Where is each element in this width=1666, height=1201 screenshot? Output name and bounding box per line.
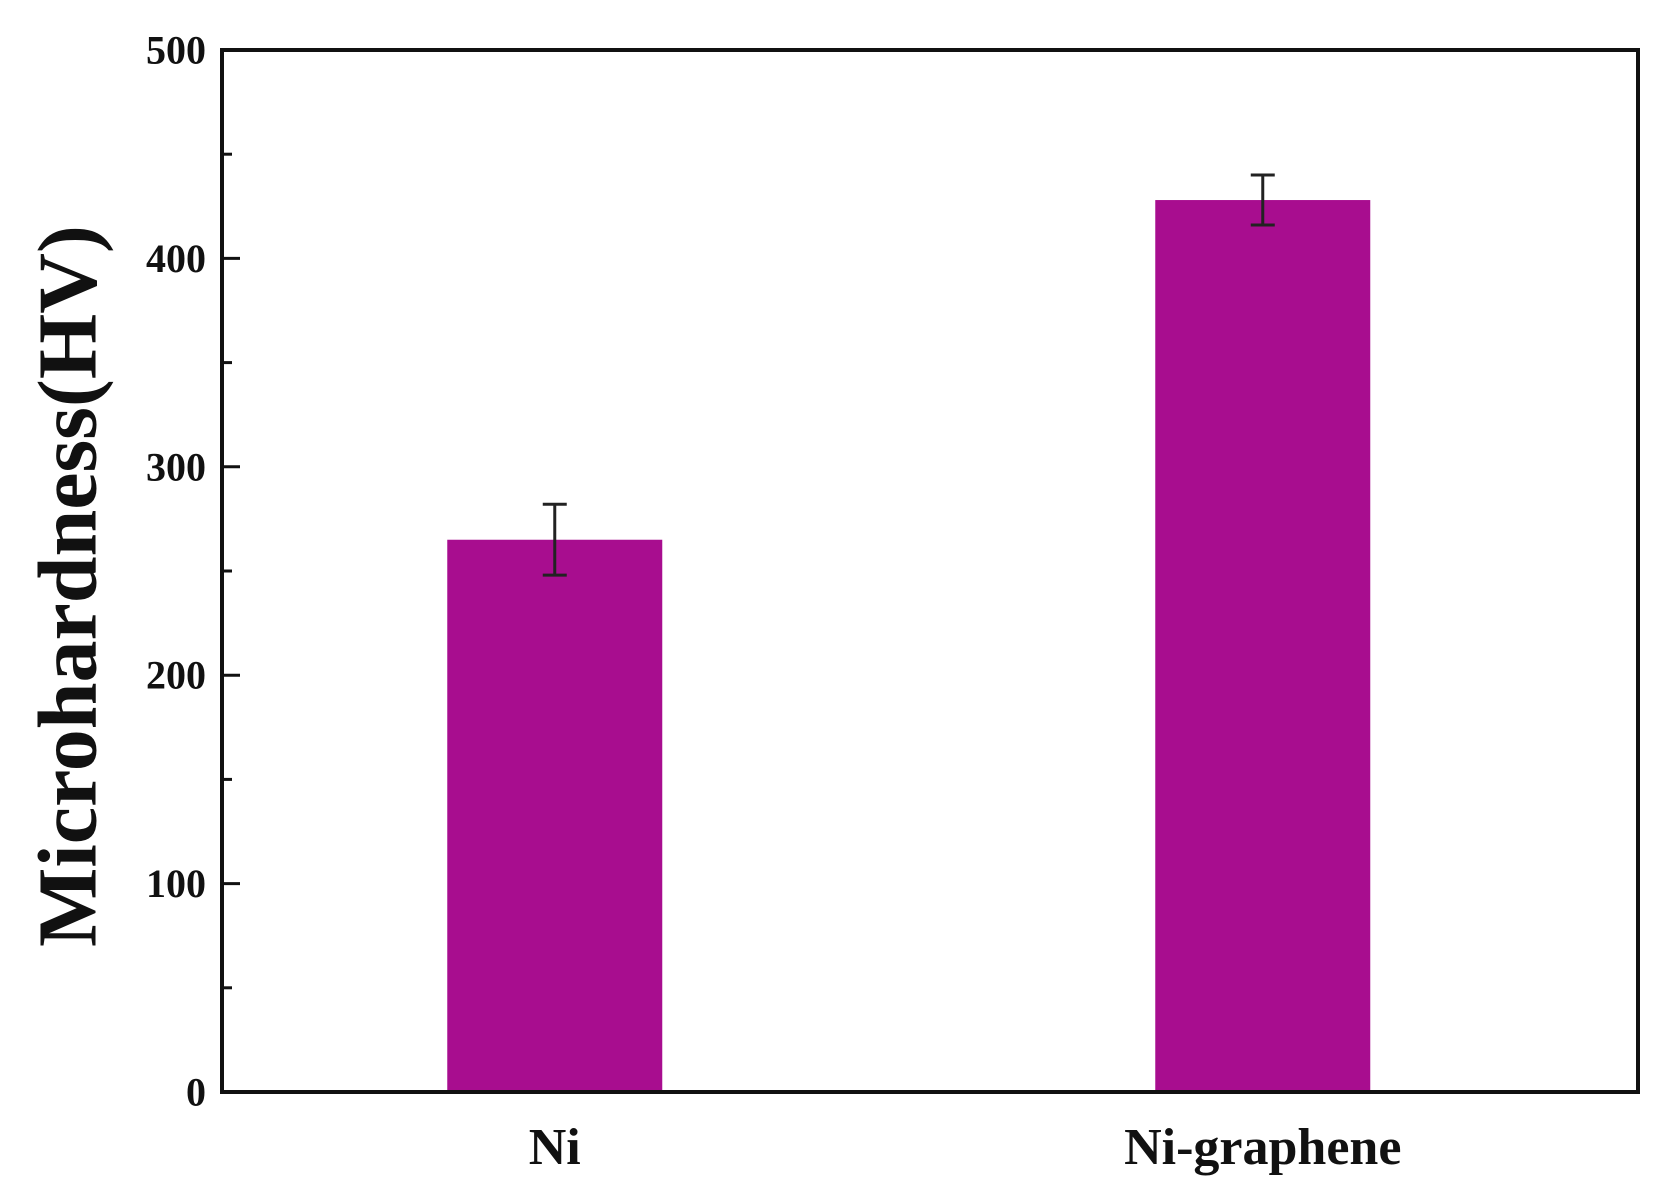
x-labels-layer: Ni Ni-graphene	[529, 1119, 1402, 1176]
x-category-label: Ni	[529, 1119, 581, 1176]
y-axis-title: Microhardness(HV)	[22, 225, 115, 947]
y-ticks-layer: 0 100 200 300 400 500	[146, 28, 240, 1115]
plot-frame	[220, 48, 1640, 1094]
x-category-label: Ni-graphene	[1124, 1119, 1401, 1176]
y-tick-label: 0	[186, 1070, 206, 1115]
bar-ni	[447, 539, 663, 1092]
error-bars-layer	[542, 173, 1275, 577]
y-tick-label: 500	[146, 28, 206, 73]
y-tick-label: 100	[146, 861, 206, 906]
y-tick-label: 300	[146, 444, 206, 489]
y-tick-label: 400	[146, 236, 206, 281]
bar-ni-graphene	[1155, 200, 1371, 1093]
y-tick-label: 200	[146, 653, 206, 698]
bars-layer	[447, 200, 1371, 1093]
